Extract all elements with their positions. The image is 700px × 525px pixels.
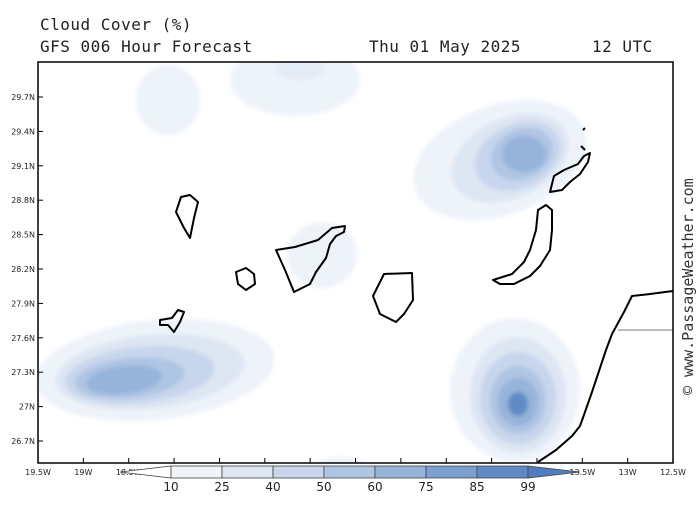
island-la-gomera [235,267,256,291]
lat-tick-label: 29.1N [11,162,35,171]
forecast-date: Thu 01 May 2025 [369,37,521,56]
latitude-axis: 29.7N 29.4N 29.1N 28.8N 28.5N 28.2N 27.9N 27.6N… [11,93,43,446]
colorbar-segment [221,465,274,479]
island-el-hierro [159,309,185,333]
colorbar-label: 75 [418,480,433,494]
lon-tick-label: 19W [74,468,92,477]
forecast-time: 12 UTC [592,37,653,56]
coastlines [159,127,673,463]
lon-tick-label: 19.5W [25,468,51,477]
island-fuerteventura [492,204,553,285]
colorbar-label: 50 [316,480,331,494]
lat-tick-label: 29.7N [11,93,35,102]
watermark-text: © www.PassageWeather.com [679,178,697,395]
lat-tick-label: 27.6N [11,334,35,343]
lat-tick-label: 28.2N [11,265,35,274]
lat-tick-label: 27N [19,403,35,412]
lat-tick-label: 27.9N [11,299,35,308]
island-lanzarote [549,152,591,193]
colorbar-segment [374,465,427,479]
africa-coastline [537,290,673,463]
lat-tick-label: 28.5N [11,231,35,240]
colorbar-label: 25 [214,480,229,494]
lon-tick-label: 13W [619,468,637,477]
colorbar-segment [272,465,325,479]
colorbar-segment [425,465,478,479]
lon-tick-label: 13.5W [569,468,595,477]
lat-tick-label: 27.3N [11,368,35,377]
lat-tick-label: 28.8N [11,196,35,205]
colorbar-label: 60 [367,480,382,494]
colorbar-segment [476,465,529,479]
colorbar-label: 10 [163,480,178,494]
forecast-subtitle: GFS 006 Hour Forecast [40,37,253,56]
colorbar: 10 25 40 50 60 75 85 99 [119,465,581,494]
lat-tick-label: 26.7N [11,437,35,446]
island-tenerife [275,225,346,293]
island-gran-canaria [372,272,414,323]
lon-tick-label: 12.5W [660,468,686,477]
lat-tick-label: 29.4N [11,127,35,136]
colorbar-label: 85 [469,480,484,494]
colorbar-segment [527,465,581,479]
colorbar-label: 99 [520,480,535,494]
map-title: Cloud Cover (%) [40,15,192,34]
colorbar-segment [323,465,376,479]
cloud-layer [38,62,673,463]
colorbar-label: 40 [265,480,280,494]
island-la-palma [175,194,199,239]
colorbar-segment [170,465,223,479]
